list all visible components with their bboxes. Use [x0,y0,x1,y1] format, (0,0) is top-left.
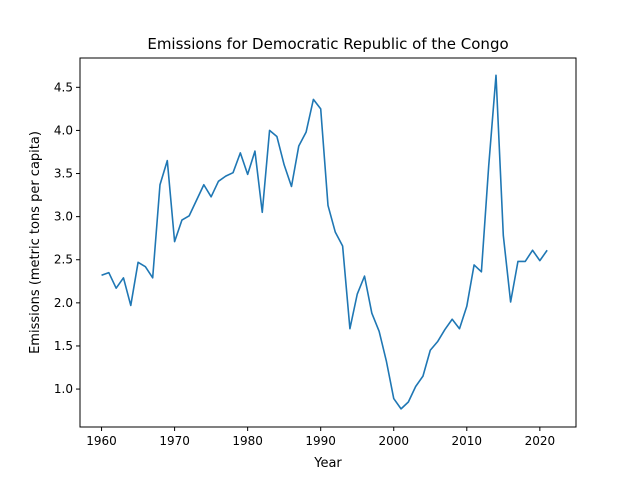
emissions-series-line [101,74,548,410]
y-axis-ticks: 1.0 1.5 2.0 2.5 3.0 3.5 4.0 4.5 [54,80,80,396]
series-layer [101,74,548,410]
plot-frame [79,57,577,428]
x-tick-label: 1990 [305,434,336,448]
x-tick-label: 2010 [452,434,483,448]
y-tick-label: 3.0 [54,210,73,224]
y-tick-label: 2.5 [54,253,73,267]
y-tick-label: 1.0 [54,382,73,396]
x-tick-label: 1960 [86,434,117,448]
x-axis-ticks: 1960 1970 1980 1990 2000 2010 2020 [86,427,555,448]
y-tick-label: 4.0 [54,123,73,137]
x-tick-label: 2000 [378,434,409,448]
x-tick-label: 1970 [159,434,190,448]
y-tick-label: 1.5 [54,339,73,353]
y-tick-label: 2.0 [54,296,73,310]
chart-title: Emissions for Democratic Republic of the… [147,35,508,53]
y-tick-label: 4.5 [54,80,73,94]
x-axis-label: Year [313,456,342,471]
x-tick-label: 2020 [525,434,556,448]
y-axis-label: Emissions (metric tons per capita) [28,131,43,354]
y-tick-label: 3.5 [54,167,73,181]
x-tick-label: 1980 [232,434,263,448]
plot-area: 1960 1970 1980 1990 2000 2010 2020 1.0 1.5 2.0 2.… [54,57,577,448]
